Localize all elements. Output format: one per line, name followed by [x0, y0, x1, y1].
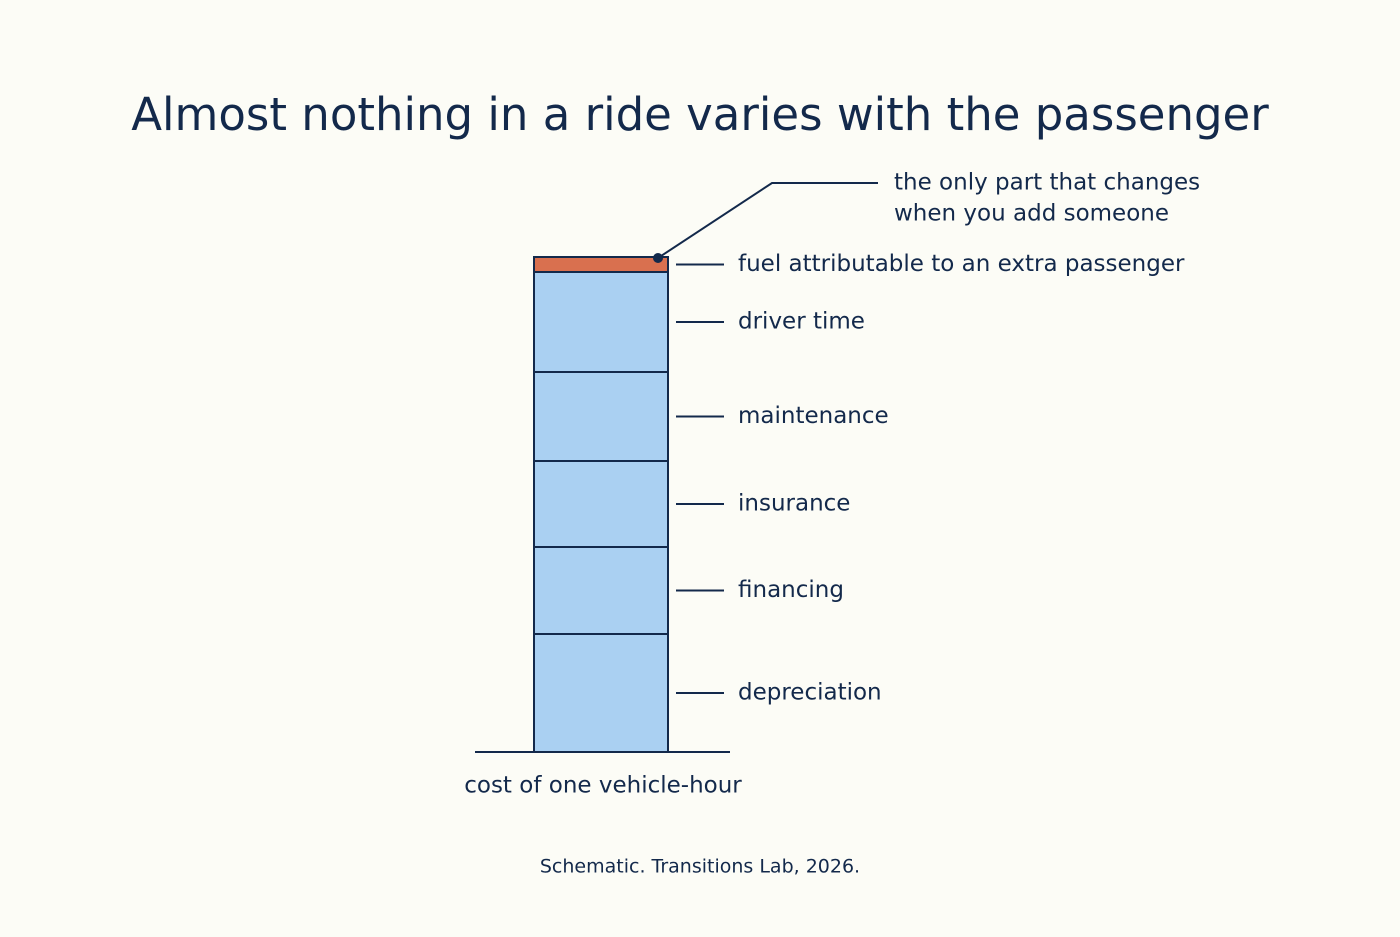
bar-segment — [533, 256, 669, 273]
x-axis-label: cost of one vehicle-hour — [464, 773, 742, 799]
segment-label: maintenance — [738, 403, 889, 429]
segment-label: insurance — [738, 491, 850, 517]
segment-label: driver time — [738, 309, 865, 335]
source-note: Schematic. Transitions Lab, 2026. — [540, 856, 860, 878]
bar-segment — [533, 271, 669, 373]
bar-segment — [533, 633, 669, 753]
annotation-line — [657, 182, 878, 259]
chart-title: Almost nothing in a ride varies with the… — [131, 88, 1269, 141]
segment-label: financing — [738, 577, 844, 603]
segment-label: depreciation — [738, 680, 882, 706]
bar-segment — [533, 546, 669, 635]
annotation-text: the only part that changes — [894, 170, 1200, 196]
bar-segment — [533, 460, 669, 548]
annotation-text: when you add someone — [894, 201, 1169, 227]
segment-label: fuel attributable to an extra passenger — [738, 251, 1185, 277]
bar-segment — [533, 371, 669, 462]
